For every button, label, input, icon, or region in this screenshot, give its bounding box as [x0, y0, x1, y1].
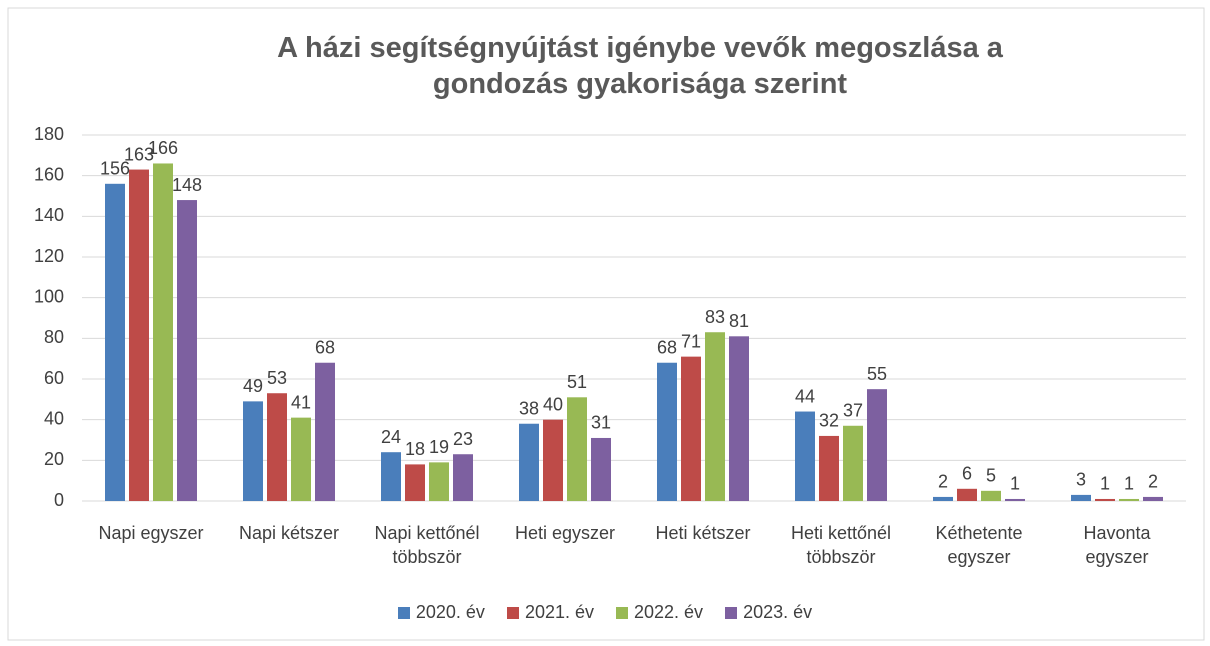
bar	[519, 423, 539, 501]
legend-item: 2021. év	[506, 602, 594, 623]
legend-swatch	[725, 606, 738, 619]
legend: 2020. év 2021. év 2022. év 2023. év	[0, 602, 1210, 623]
x-tick-label: Napi kétszer	[238, 523, 340, 543]
data-label: 31	[591, 413, 611, 433]
y-tick-label: 180	[34, 124, 64, 144]
data-label: 148	[172, 175, 202, 195]
bar	[795, 411, 815, 501]
bar	[867, 389, 887, 501]
data-label: 71	[681, 331, 701, 351]
data-label: 51	[567, 372, 587, 392]
bar	[381, 452, 401, 501]
y-tick-label: 20	[44, 449, 64, 469]
y-tick-label: 140	[34, 205, 64, 225]
bar	[153, 163, 173, 501]
legend-item: 2022. év	[616, 602, 703, 623]
legend-swatch	[397, 606, 410, 619]
data-label: 156	[100, 159, 130, 179]
data-label: 19	[429, 437, 449, 457]
bar	[957, 488, 977, 501]
bar	[177, 200, 197, 502]
data-label: 166	[148, 138, 178, 158]
legend-label: 2021. év	[524, 602, 594, 622]
bar	[543, 419, 563, 501]
chart-border	[7, 7, 1205, 641]
bar	[843, 425, 863, 501]
y-tick-label: 100	[34, 286, 64, 306]
legend-swatch	[506, 606, 519, 619]
bar	[267, 393, 287, 501]
bar	[405, 464, 425, 501]
bar	[1071, 494, 1091, 501]
data-label: 81	[729, 311, 749, 331]
bar	[315, 362, 335, 501]
data-label: 38	[519, 398, 539, 418]
legend-item: 2023. év	[725, 602, 812, 623]
bar	[1095, 498, 1115, 501]
data-label: 1	[1010, 474, 1020, 494]
legend-swatch	[616, 606, 628, 619]
data-label: 49	[243, 376, 263, 396]
bar	[243, 401, 263, 501]
data-label: 1	[1100, 474, 1110, 494]
y-tick-label: 60	[44, 368, 64, 388]
data-label: 2	[1148, 472, 1158, 492]
data-label: 44	[795, 386, 815, 406]
bar	[453, 454, 473, 501]
data-label: 5	[986, 466, 996, 486]
data-label: 41	[291, 392, 311, 412]
bar	[681, 356, 701, 501]
bar	[567, 397, 587, 501]
legend-item: 2020. év	[397, 602, 485, 623]
data-label: 53	[267, 368, 287, 388]
data-label: 68	[657, 337, 677, 357]
x-tick-label: Napi egyszer	[98, 523, 204, 543]
x-tick-label: Napi kettőnél többször	[374, 523, 480, 567]
bar	[1119, 498, 1139, 501]
data-label: 6	[962, 464, 972, 484]
data-label: 55	[867, 364, 887, 384]
x-tick-label: Kéthetente egyszer	[935, 523, 1023, 567]
bar	[819, 435, 839, 501]
bar	[1005, 498, 1025, 501]
x-tick-label: Heti egyszer	[514, 523, 616, 543]
bar	[591, 437, 611, 501]
legend-label: 2023. év	[743, 602, 813, 622]
data-label: 32	[819, 411, 839, 431]
legend-label: 2020. év	[415, 602, 485, 622]
bar	[1143, 496, 1163, 501]
bar	[981, 490, 1001, 501]
data-label: 163	[124, 144, 154, 164]
y-tick-label: 0	[54, 490, 64, 510]
data-label: 2	[938, 472, 948, 492]
bar	[291, 417, 311, 501]
y-tick-label: 40	[44, 408, 64, 428]
bar	[657, 362, 677, 501]
y-tick-label: 160	[34, 164, 64, 184]
data-label: 18	[405, 439, 425, 459]
x-tick-label: Havonta egyszer	[1083, 523, 1151, 567]
data-label: 83	[705, 307, 725, 327]
data-label: 68	[315, 337, 335, 357]
y-tick-label: 120	[34, 246, 64, 266]
data-label: 40	[543, 394, 563, 414]
chart-title: A házi segítségnyújtást igénybe vevők me…	[277, 32, 1003, 100]
data-label: 3	[1076, 470, 1086, 490]
bar	[729, 336, 749, 501]
data-label: 24	[381, 427, 401, 447]
x-tick-label: Heti kettőnél többször	[790, 523, 892, 567]
data-label: 1	[1124, 474, 1134, 494]
bar	[129, 169, 149, 502]
bar	[933, 496, 953, 501]
data-label: 37	[843, 401, 863, 421]
bar	[105, 183, 125, 502]
legend-label: 2022. év	[634, 602, 704, 622]
x-tick-label: Heti kétszer	[655, 523, 751, 543]
data-label: 23	[453, 429, 473, 449]
y-tick-label: 80	[44, 327, 64, 347]
bar	[429, 462, 449, 501]
bar	[705, 332, 725, 501]
